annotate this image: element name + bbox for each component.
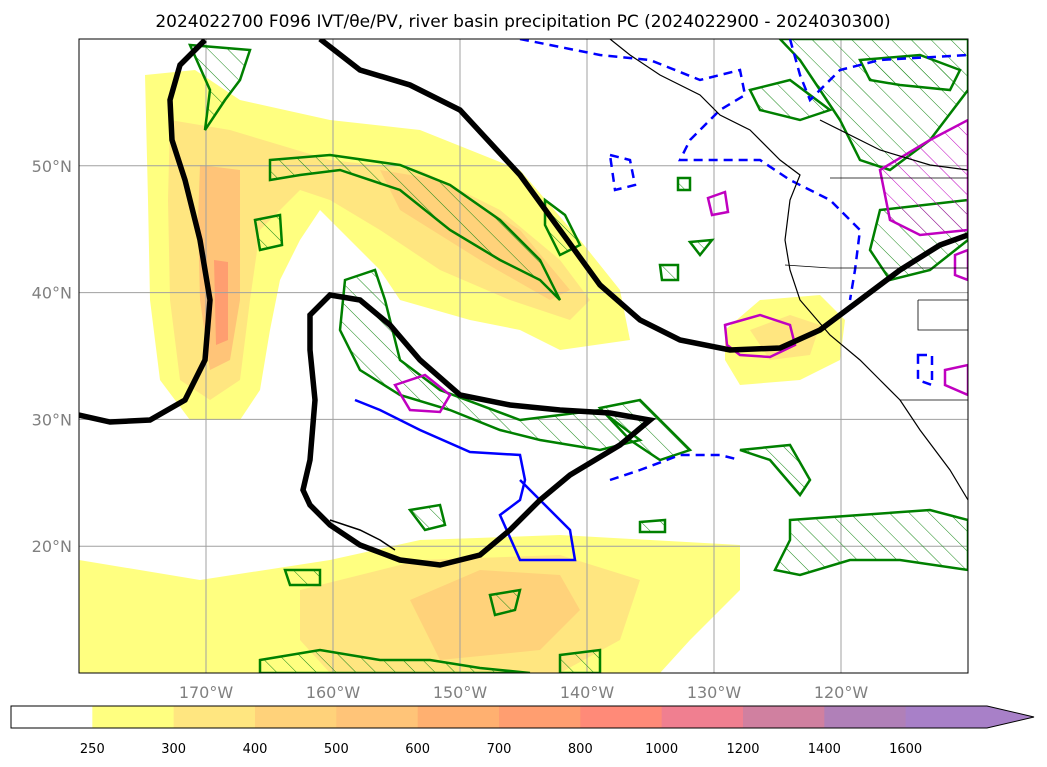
colorbar-bin (255, 706, 337, 728)
colorbar-tick-label: 1200 (726, 742, 759, 757)
latitude-tick-label: 20°N (32, 537, 72, 556)
colorbar-tick-label: 800 (568, 742, 593, 757)
latitude-tick-label: 30°N (32, 410, 72, 429)
longitude-tick-label: 130°W (687, 683, 742, 702)
map-panel (79, 39, 968, 673)
colorbar-bin (11, 706, 93, 728)
colorbar-bin (92, 706, 175, 728)
theta-contours (354, 39, 968, 562)
longitude-tick-label: 140°W (560, 683, 615, 702)
colorbar-bin (580, 706, 663, 728)
latitude-tick-label: 40°N (32, 284, 72, 303)
longitude-labels: 170°W 160°W 150°W 140°W 130°W 120°W (179, 683, 869, 702)
colorbar-outline (10, 705, 1035, 729)
longitude-tick-label: 120°W (814, 683, 869, 702)
map-frame (78, 38, 969, 674)
longitude-tick-label: 170°W (179, 683, 234, 702)
colorbar-tick-label: 300 (161, 742, 186, 757)
thick-contour (79, 39, 968, 568)
colorbar-tick-label: 600 (405, 742, 430, 757)
longitude-tick-label: 160°W (306, 683, 361, 702)
pv-contours (188, 39, 968, 673)
colorbar-bin (661, 706, 744, 728)
colorbar-bin (173, 706, 256, 728)
colorbar-tick-label: 250 (80, 742, 105, 757)
colorbar: 250 300 400 500 600 700 800 1000 1200 1400 1600 (10, 705, 1035, 757)
latitude-tick-label: 50°N (32, 157, 72, 176)
coastline (329, 39, 968, 551)
latitude-labels: 20°N 30°N 40°N 50°N (32, 157, 72, 556)
purple-contours (393, 118, 968, 414)
colorbar-tick-label: 400 (243, 742, 268, 757)
colorbar-bin (824, 706, 907, 728)
colorbar-extend-arrow (987, 706, 1034, 728)
colorbar-bin (417, 706, 500, 728)
colorbar-tick-label: 700 (487, 742, 512, 757)
colorbar-bin (905, 706, 988, 728)
colorbar-bin (336, 706, 419, 728)
longitude-tick-label: 150°W (433, 683, 488, 702)
map-title: 2024022700 F096 IVT/θe/PV, river basin p… (155, 12, 890, 32)
colorbar-tick-label: 1400 (808, 742, 841, 757)
colorbar-tick-label: 500 (324, 742, 349, 757)
colorbar-bin (743, 706, 825, 728)
colorbar-bin (499, 706, 581, 728)
colorbar-tick-label: 1600 (889, 742, 922, 757)
colorbar-tick-label: 1000 (645, 742, 678, 757)
